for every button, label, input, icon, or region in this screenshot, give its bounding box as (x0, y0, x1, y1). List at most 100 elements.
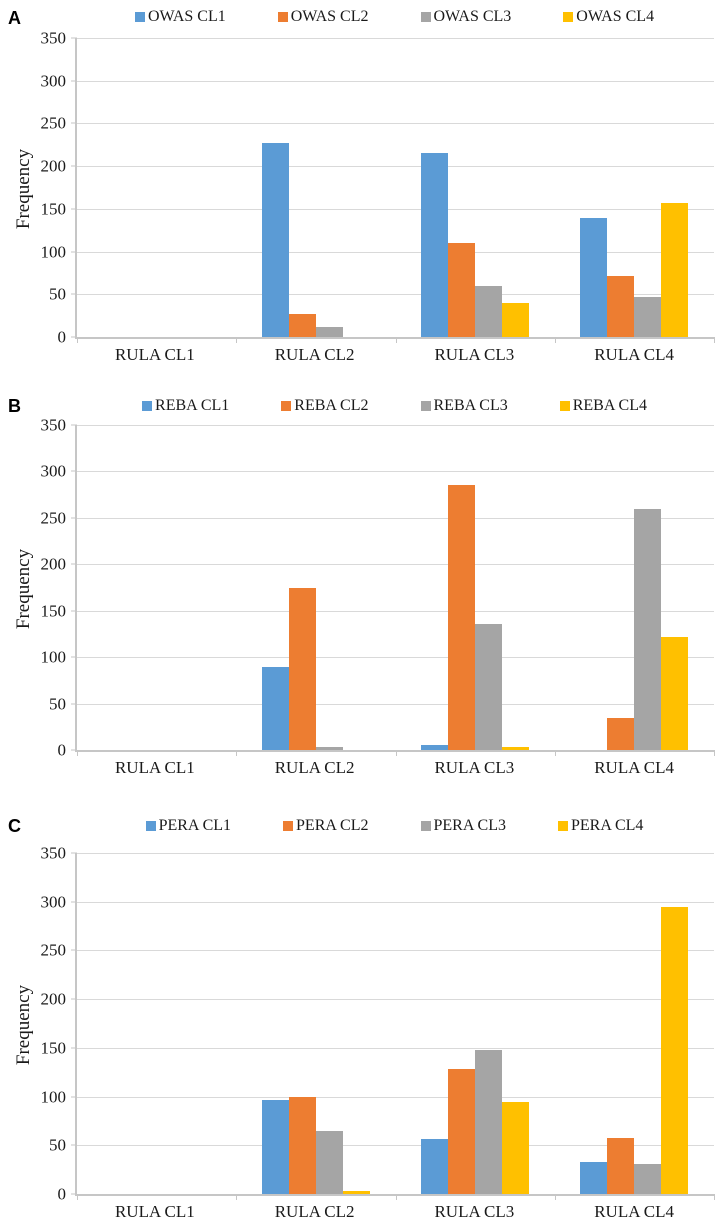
legend-item: OWAS CL3 (420, 8, 512, 26)
legend-swatch-icon (420, 401, 431, 411)
x-axis-label: RULA CL4 (594, 1202, 675, 1221)
y-tick-label: 50 (49, 1135, 66, 1155)
plot-area: 0 50 100 150 200 250 300 350 (41, 30, 715, 346)
panel-C: C PERA CL1 PERA CL2 PERA CL3 PERA CL4 Frequ… (0, 790, 722, 1229)
x-tick (236, 337, 238, 343)
panel-B: B REBA CL1 REBA CL2 REBA CL3 REBA CL4 Frequ… (0, 378, 722, 790)
legend-item: OWAS CL2 (277, 8, 369, 26)
x-axis-label: RULA CL3 (434, 758, 515, 777)
y-axis-title: Frequency (13, 148, 34, 230)
x-axis-label: RULA CL2 (274, 758, 355, 777)
bar-pera-cl4-rula-cl4 (661, 906, 689, 1194)
x-tick (395, 750, 397, 756)
bar-owas-cl3-rula-cl3 (475, 285, 503, 337)
x-tick (714, 1194, 715, 1200)
x-axis-labels: RULA CL1 RULA CL2 RULA CL3 RULA CL4 (75, 1202, 714, 1222)
bar-group (77, 38, 236, 337)
x-axis-label: RULA CL4 (594, 758, 675, 777)
y-tick (71, 208, 77, 210)
x-axis-label: RULA CL1 (114, 758, 195, 777)
panel-letter: B (8, 396, 21, 416)
bar-pera-cl3-rula-cl2 (315, 1130, 343, 1194)
y-tick-label: 350 (40, 415, 67, 435)
bar-reba-cl3-rula-cl4 (634, 508, 662, 750)
x-tick (554, 750, 556, 756)
legend-label: PERA CL3 (433, 817, 506, 834)
bar-reba-cl3-rula-cl3 (475, 623, 503, 750)
x-axis-labels: RULA CL1 RULA CL2 RULA CL3 RULA CL4 (75, 345, 714, 365)
bar-group (555, 853, 714, 1194)
gridline (77, 294, 714, 296)
gridline (77, 853, 714, 854)
y-tick (71, 293, 77, 295)
y-tick (71, 37, 77, 39)
y-tick (71, 563, 77, 565)
y-tick (71, 1144, 77, 1146)
legend-label: PERA CL4 (570, 817, 644, 834)
bar-reba-cl2-rula-cl4 (607, 717, 635, 750)
bar-group (396, 38, 555, 337)
x-axis-label: RULA CL2 (274, 345, 355, 364)
legend-swatch-icon (145, 821, 156, 831)
x-axis-label: RULA CL1 (114, 345, 195, 364)
gridline (77, 123, 714, 125)
x-axis-label: RULA CL2 (274, 1202, 355, 1221)
gridline (77, 166, 714, 168)
y-tick-label: 50 (49, 694, 66, 714)
legend-label: PERA CL1 (158, 817, 232, 834)
y-tick (71, 749, 77, 751)
y-tick-label: 250 (40, 113, 67, 133)
bar-reba-cl3-rula-cl2 (315, 747, 343, 750)
legend-swatch-icon (134, 12, 145, 22)
bar-pera-cl1-rula-cl4 (580, 1161, 608, 1194)
bar-pera-cl4-rula-cl2 (342, 1191, 370, 1194)
bar-group (77, 425, 236, 750)
bar-group (396, 853, 555, 1194)
bar-owas-cl2-rula-cl3 (448, 243, 476, 337)
y-tick-label: 150 (40, 199, 67, 219)
x-tick (714, 750, 715, 756)
bar-pera-cl2-rula-cl4 (607, 1138, 635, 1194)
gridline (77, 610, 714, 612)
bar-reba-cl4-rula-cl3 (502, 747, 530, 750)
y-tick (71, 470, 77, 472)
bar-pera-cl1-rula-cl3 (421, 1139, 449, 1194)
gridline (77, 999, 714, 1001)
bar-owas-cl4-rula-cl4 (661, 202, 689, 337)
y-tick (71, 122, 77, 124)
x-axis-labels: RULA CL1 RULA CL2 RULA CL3 RULA CL4 (75, 758, 714, 778)
x-axis-label: RULA CL3 (434, 345, 515, 364)
x-axis-label: RULA CL4 (594, 345, 675, 364)
x-tick (236, 1194, 238, 1200)
bar-owas-cl3-rula-cl4 (634, 296, 662, 337)
panel-A: A OWAS CL1 OWAS CL2 OWAS CL3 OWAS CL4 Frequ… (0, 0, 722, 378)
y-tick-label: 250 (40, 508, 67, 528)
y-tick-label: 150 (40, 601, 67, 621)
y-axis-title: Frequency (13, 548, 34, 630)
y-tick (71, 703, 77, 705)
gridline (77, 657, 714, 659)
bar-reba-cl4-rula-cl4 (661, 636, 689, 750)
bar-owas-cl3-rula-cl2 (315, 326, 343, 337)
y-tick (71, 424, 77, 426)
bar-reba-cl2-rula-cl3 (448, 485, 476, 750)
y-tick-label: 300 (40, 461, 67, 481)
y-tick (71, 1193, 77, 1195)
legend-label: OWAS CL3 (433, 8, 512, 25)
y-tick (71, 998, 77, 1000)
legend-item: REBA CL1 (142, 397, 229, 415)
legend-swatch-icon (283, 821, 294, 831)
y-tick-label: 100 (40, 242, 67, 262)
x-tick (714, 337, 715, 343)
gridline (77, 1145, 714, 1147)
x-tick (395, 1194, 397, 1200)
x-tick (77, 337, 78, 343)
panel-letter: A (8, 8, 21, 28)
gridline (77, 425, 714, 426)
bar-group (236, 425, 395, 750)
legend-swatch-icon (277, 12, 288, 22)
bar-owas-cl1-rula-cl2 (261, 143, 289, 337)
legend-swatch-icon (559, 401, 570, 411)
plot-area: 0 50 100 150 200 250 300 350 (41, 417, 715, 759)
bar-pera-cl3-rula-cl3 (475, 1049, 503, 1194)
